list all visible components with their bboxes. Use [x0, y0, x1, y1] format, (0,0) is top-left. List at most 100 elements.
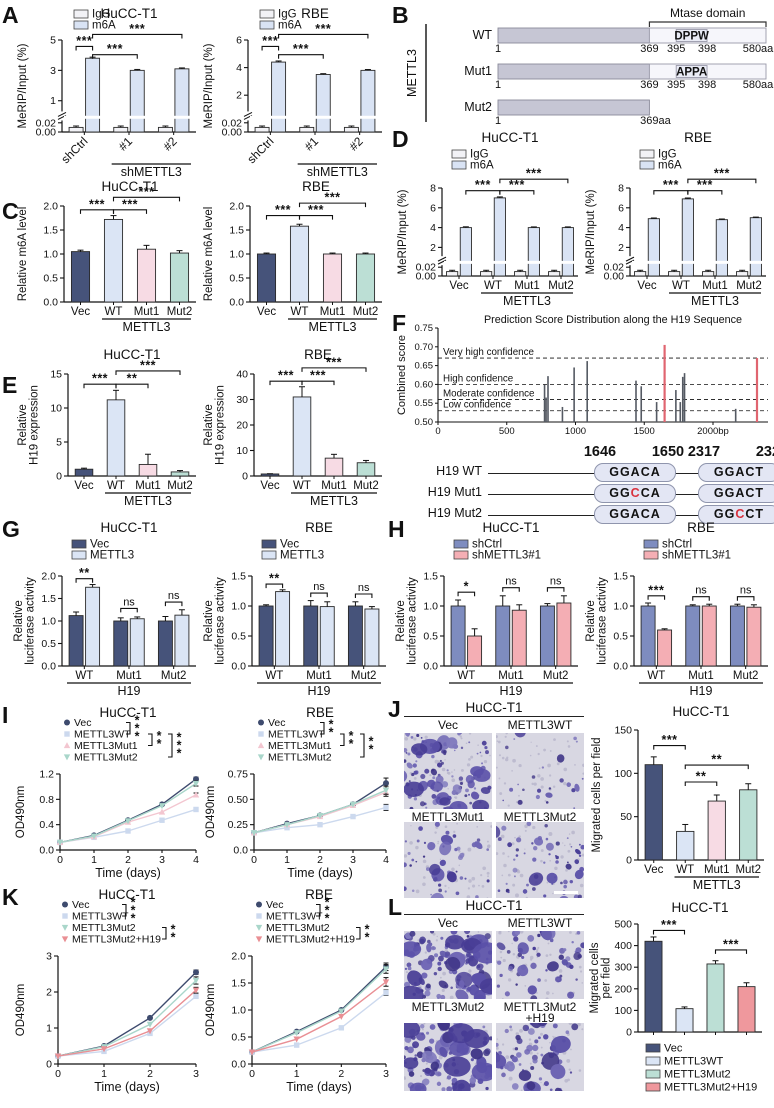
legend-label: m6A: [278, 20, 302, 32]
line: [437, 256, 447, 262]
data-point: [192, 780, 200, 787]
bar: [527, 227, 540, 277]
chart-title: HuCC-T1: [100, 6, 157, 21]
y-tick: 0.5: [231, 631, 246, 643]
data-point: [147, 1014, 153, 1021]
x-tick: Mut2: [548, 280, 574, 292]
x-tick: 2000bp: [697, 426, 729, 437]
data-point: [382, 979, 390, 986]
legend-label: METTL3: [90, 550, 134, 562]
legend-swatch: [645, 1069, 661, 1079]
catalytic-motif-box: [675, 29, 708, 42]
aa-position: 398: [698, 79, 716, 91]
bar: [676, 830, 695, 861]
sig-label: *: [177, 739, 182, 753]
legend-label: METTL3WT: [664, 1056, 724, 1068]
sig-label: *: [464, 580, 469, 594]
sig-bracket: [148, 733, 153, 747]
y-tick: 2: [430, 242, 436, 254]
x-tick: 3: [350, 854, 356, 866]
legend-label: Vec: [90, 539, 109, 551]
chart-luciferase-overexp-rbe: RBE Relative luciferase activity 0.0 0.5 1.0 1…: [202, 520, 392, 704]
y-tick: 1.5: [229, 225, 244, 237]
sig-bracket: [684, 764, 749, 770]
y-tick: 5: [56, 437, 62, 449]
bar: [68, 615, 84, 667]
sig-label: *: [329, 717, 334, 731]
y-tick: 1.5: [423, 571, 438, 583]
sig-label: ns: [358, 582, 370, 594]
data-point: [256, 901, 262, 908]
legend-swatch: [645, 1043, 661, 1053]
migration-image: [496, 733, 584, 809]
sig-label: *: [325, 895, 330, 909]
data-point: [338, 1008, 345, 1015]
sig-label: ns: [168, 590, 180, 602]
y-tick: 200: [614, 983, 632, 995]
x-group-label: METTL3: [310, 494, 358, 508]
y-tick: 0.60: [415, 379, 434, 390]
data-point: [192, 791, 200, 798]
x-axis-label: Time (days): [95, 866, 161, 880]
y-tick: 15: [50, 369, 62, 381]
chart-title: Prediction Score Distribution along the …: [484, 314, 742, 326]
y-tick: 0.5: [423, 631, 438, 643]
x-tick: WT: [265, 670, 283, 682]
axis-break-band: [64, 115, 194, 119]
sig-label: ***: [663, 178, 679, 192]
panel-letter-f: F: [392, 310, 407, 336]
y-tick: 1.5: [231, 571, 246, 583]
legend-label: Vec: [268, 717, 286, 729]
y-tick: 0.0: [41, 661, 56, 673]
x-tick: 2: [125, 854, 131, 866]
bar: [68, 126, 84, 133]
bar: [174, 614, 190, 667]
legend-label: METTL3Mut2+H19: [664, 1082, 757, 1094]
legend-swatch: [71, 539, 87, 549]
bar-chart-svg: HuCC-T1 Migrated cells per field 0 100 200 300…: [589, 900, 762, 1094]
data-point: [90, 833, 98, 840]
sig-label: ns: [695, 585, 707, 597]
y-axis-label: Relative: [585, 600, 597, 642]
bar: [355, 253, 376, 303]
sig-bracket: [120, 607, 138, 613]
y-tick: 0.0: [423, 661, 438, 673]
bar: [685, 605, 701, 667]
legend-swatch: [73, 9, 89, 19]
sig-label: ***: [76, 34, 92, 48]
legend-label: METTL3Mut1: [268, 740, 332, 752]
bar: [136, 248, 157, 303]
variant-name: Mut2: [464, 100, 492, 114]
data-point: [159, 817, 165, 823]
panel-a: A HuCC-T1 MeRIP/Input (%) 0.00 0.02 1 3 5 shCtr…: [2, 2, 392, 182]
legend-label: IgG: [92, 9, 111, 21]
sig-label: **: [127, 372, 138, 386]
sig-bracket: [714, 949, 748, 954]
bar: [275, 591, 291, 667]
data-point: [56, 839, 64, 846]
sig-label: **: [696, 770, 707, 784]
x-axis-label: Time (days): [287, 866, 353, 880]
data-point: [62, 913, 68, 919]
y-tick: 1.0: [41, 616, 56, 628]
x-tick: Mut1: [134, 306, 160, 318]
sig-bracket: [320, 721, 325, 735]
data-point: [293, 1042, 300, 1048]
chart-title: HuCC-T1: [99, 706, 156, 720]
x-tick: WT: [484, 280, 502, 292]
sig-label: *: [171, 930, 176, 944]
legend-swatch: [71, 550, 87, 560]
x-tick: 1000: [565, 426, 586, 437]
x-axis-label: Time (days): [286, 1080, 352, 1094]
x-tick: #1: [116, 134, 136, 154]
image-label: Vec: [437, 718, 458, 732]
bar: [702, 271, 715, 277]
x-tick: WT: [293, 480, 311, 492]
data-point: [258, 731, 264, 737]
y-axis-label: Relative: [17, 404, 29, 446]
n-terminal-domain: [497, 99, 650, 116]
bar: [254, 126, 270, 133]
x-tick: Mut1: [116, 670, 142, 682]
sig-bracket: [340, 733, 345, 747]
